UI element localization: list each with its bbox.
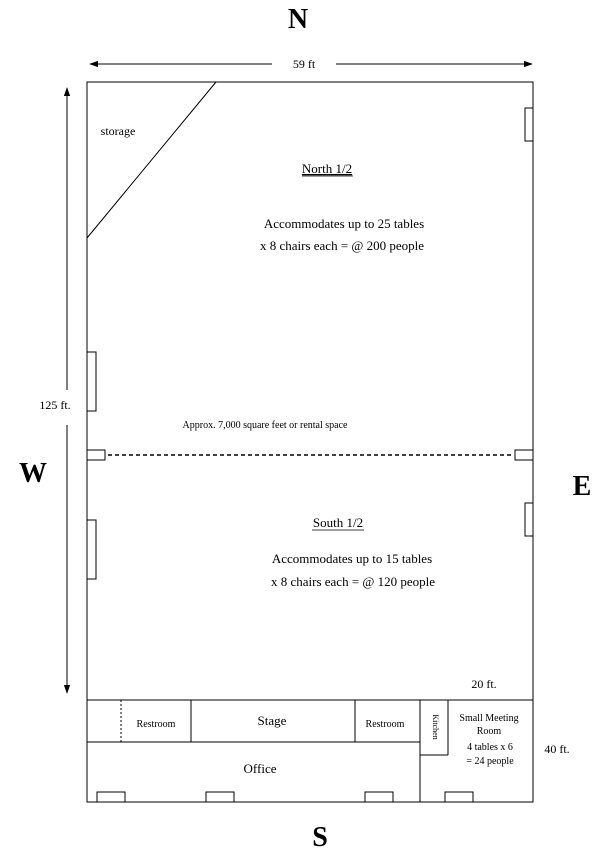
west-door-upper — [86, 351, 97, 412]
length-dimension: 125 ft. — [39, 87, 71, 694]
east-door-lower — [524, 502, 534, 537]
meeting-room-line3: 4 tables x 6 — [467, 742, 513, 753]
east-door-upper — [524, 107, 534, 142]
south-half-title: South 1/2 — [313, 515, 363, 530]
room-depth-label: 40 ft. — [544, 742, 569, 756]
compass-south: S — [312, 822, 328, 851]
storage-wall — [86, 81, 217, 239]
office-label: Office — [244, 761, 277, 776]
width-label: 59 ft — [293, 57, 316, 71]
room-width-label: 20 ft. — [471, 677, 496, 691]
north-half-title: North 1/2 — [302, 161, 352, 176]
restroom-left-label: Restroom — [137, 719, 176, 730]
rental-space-note: Approx. 7,000 square feet or rental spac… — [183, 420, 348, 431]
compass-west: W — [19, 458, 47, 489]
restroom-right-label: Restroom — [366, 719, 405, 730]
length-label: 125 ft. — [39, 398, 70, 412]
south-door-3 — [364, 791, 394, 803]
kitchen-label: Kitchen — [431, 714, 440, 739]
south-half-capacity-line1: Accommodates up to 15 tables — [272, 551, 432, 566]
meeting-room-line4: = 24 people — [466, 756, 514, 767]
south-door-4 — [444, 791, 474, 803]
north-half-capacity-line2: x 8 chairs each = @ 200 people — [260, 238, 424, 253]
south-door-2 — [205, 791, 235, 803]
east-door-middle — [514, 449, 534, 461]
hall-outline — [86, 81, 534, 803]
stage-label: Stage — [258, 713, 287, 728]
storage-label: storage — [101, 124, 136, 138]
compass-north: N — [288, 4, 308, 35]
meeting-room-line2: Room — [477, 726, 502, 737]
south-door-1 — [96, 791, 126, 803]
meeting-room-line1: Small Meeting — [459, 713, 518, 724]
width-dimension: 59 ft — [89, 57, 533, 71]
west-door-lower — [86, 519, 97, 580]
south-half-capacity-line2: x 8 chairs each = @ 120 people — [271, 574, 435, 589]
west-door-middle — [86, 449, 106, 461]
north-half-capacity-line1: Accommodates up to 25 tables — [264, 216, 424, 231]
compass-east: E — [573, 471, 592, 502]
